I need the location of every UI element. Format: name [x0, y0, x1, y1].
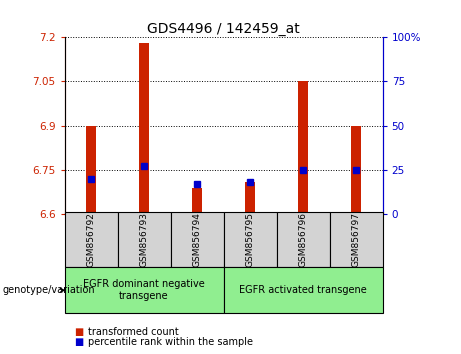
Text: percentile rank within the sample: percentile rank within the sample — [88, 337, 253, 347]
Text: GSM856795: GSM856795 — [246, 212, 254, 267]
Bar — [192, 188, 202, 214]
FancyBboxPatch shape — [171, 212, 224, 267]
Bar — [298, 81, 308, 214]
FancyArrowPatch shape — [60, 289, 64, 292]
FancyBboxPatch shape — [330, 212, 383, 267]
Text: ■: ■ — [74, 327, 83, 337]
Text: EGFR dominant negative
transgene: EGFR dominant negative transgene — [83, 279, 205, 301]
FancyBboxPatch shape — [277, 212, 330, 267]
FancyBboxPatch shape — [118, 212, 171, 267]
Text: ■: ■ — [74, 337, 83, 347]
Bar — [139, 43, 149, 214]
Text: genotype/variation: genotype/variation — [2, 285, 95, 295]
Text: GSM856797: GSM856797 — [352, 212, 361, 267]
FancyBboxPatch shape — [65, 212, 118, 267]
Text: GSM856796: GSM856796 — [299, 212, 307, 267]
Text: GSM856792: GSM856792 — [87, 212, 95, 267]
Text: transformed count: transformed count — [88, 327, 178, 337]
Bar — [351, 126, 361, 214]
FancyBboxPatch shape — [224, 212, 277, 267]
FancyBboxPatch shape — [224, 267, 383, 313]
Text: GSM856793: GSM856793 — [140, 212, 148, 267]
Title: GDS4496 / 142459_at: GDS4496 / 142459_at — [147, 22, 300, 36]
Bar — [86, 126, 96, 214]
Text: EGFR activated transgene: EGFR activated transgene — [239, 285, 367, 295]
FancyBboxPatch shape — [65, 267, 224, 313]
Text: GSM856794: GSM856794 — [193, 212, 201, 267]
Bar — [245, 182, 255, 214]
